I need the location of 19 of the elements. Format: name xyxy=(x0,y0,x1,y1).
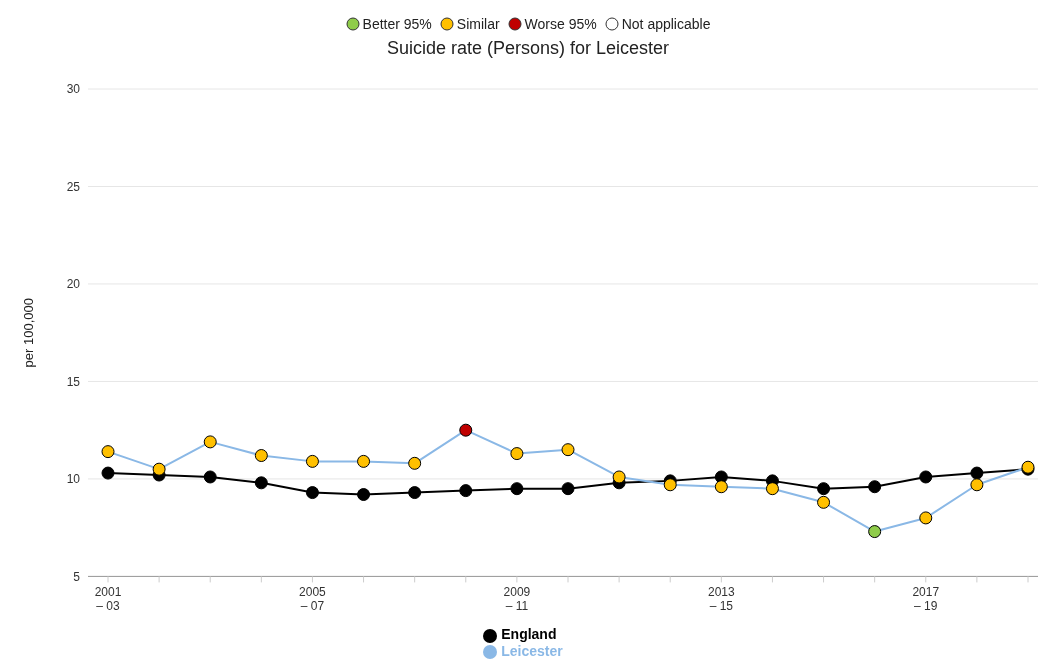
y-tick-label: 15 xyxy=(66,374,81,389)
x-tick-label: 2005 – 07 xyxy=(299,585,327,614)
chart-title: Suicide rate (Persons) for Leicester xyxy=(385,38,671,59)
legend-label: Leicester xyxy=(501,642,563,659)
legend-label: Similar xyxy=(455,16,500,32)
x-tick-label: 2017 – 19 xyxy=(912,585,940,614)
y-tick-label: 10 xyxy=(66,472,81,487)
y-tick-label: 25 xyxy=(66,179,81,194)
y-tick-label: 20 xyxy=(66,277,81,292)
legend-label: Better 95% xyxy=(361,16,432,32)
legend-label: Not applicable xyxy=(620,16,711,32)
x-tick-label: 2009 – 11 xyxy=(503,585,531,614)
legend-label: England xyxy=(501,626,557,643)
y-tick-label: 30 xyxy=(66,82,81,97)
x-tick-label: 2013 – 15 xyxy=(707,585,735,614)
y-tick-label: 5 xyxy=(73,569,81,584)
y-axis-title: per 100,000 xyxy=(20,298,36,368)
legend-label: Worse 95% xyxy=(523,16,597,32)
x-tick-label: 2001 – 03 xyxy=(94,585,122,614)
